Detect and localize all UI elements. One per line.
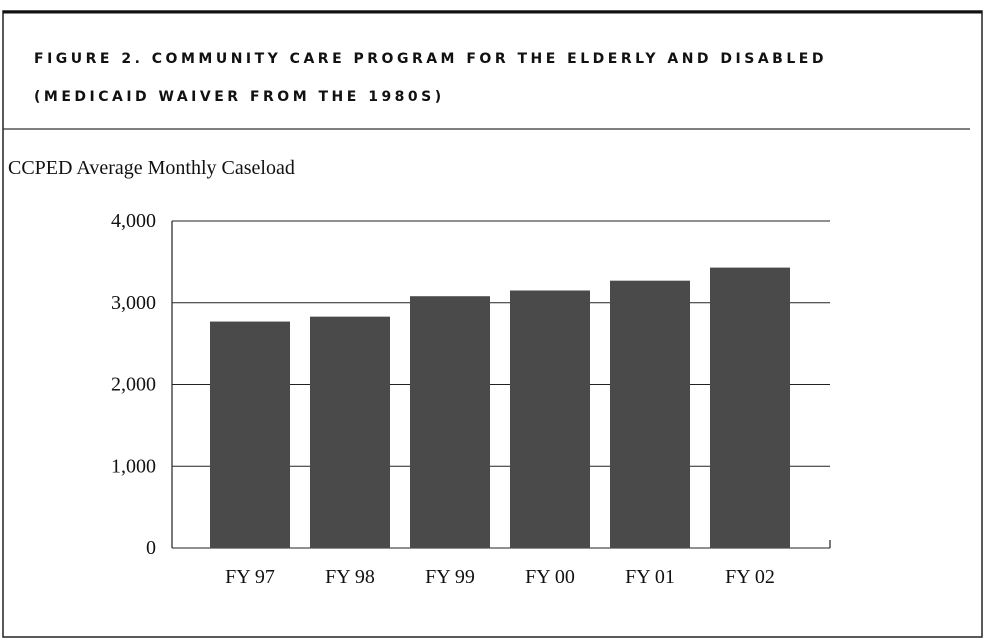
x-tick-label: FY 02 <box>725 566 775 588</box>
bar <box>210 321 290 548</box>
y-tick-label: 3,000 <box>111 292 156 314</box>
chart-subtitle: (MEDICAID WAIVER FROM THE 1980S) <box>34 89 445 105</box>
chart-title: FIGURE 2. COMMUNITY CARE PROGRAM FOR THE… <box>34 51 827 67</box>
bar <box>710 267 790 548</box>
x-tick-label: FY 98 <box>325 566 375 588</box>
y-tick-label: 4,000 <box>111 210 156 232</box>
bar <box>410 296 490 548</box>
bar <box>610 280 690 548</box>
x-tick-label: FY 99 <box>425 566 475 588</box>
bar <box>310 316 390 548</box>
x-tick-label: FY 01 <box>625 566 675 588</box>
x-tick-label: FY 97 <box>225 566 275 588</box>
y-tick-label: 0 <box>146 537 156 559</box>
x-tick-label: FY 00 <box>525 566 575 588</box>
y-tick-label: 1,000 <box>111 455 156 477</box>
y-tick-label: 2,000 <box>111 374 156 396</box>
y-axis-label: CCPED Average Monthly Caseload <box>8 157 295 179</box>
bar <box>510 290 590 548</box>
